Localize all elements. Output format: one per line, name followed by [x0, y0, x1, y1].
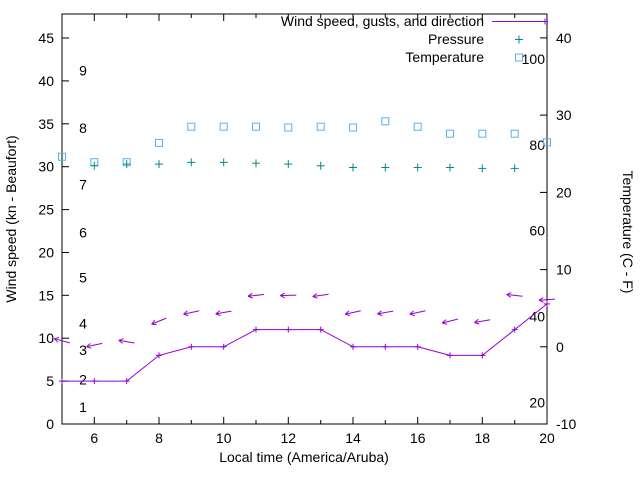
svg-text:30: 30 [38, 159, 54, 175]
svg-text:6: 6 [90, 430, 98, 446]
left-axis-title: Wind speed (kn - Beaufort) [3, 135, 19, 302]
svg-text:15: 15 [38, 287, 54, 303]
svg-text:16: 16 [410, 430, 426, 446]
svg-text:14: 14 [345, 430, 361, 446]
svg-text:20: 20 [556, 184, 572, 200]
svg-text:6: 6 [79, 225, 87, 241]
x-axis-title: Local time (America/Aruba) [219, 449, 389, 465]
svg-text:40: 40 [38, 73, 54, 89]
svg-text:45: 45 [38, 30, 54, 46]
svg-text:0: 0 [46, 416, 54, 432]
chart-plot-area: 6 8 10 12 14 16 18 20051015202530354045-1001020… [38, 13, 576, 446]
legend-label-temperature: Temperature [405, 49, 484, 65]
pressure-series [90, 158, 519, 173]
svg-text:2: 2 [79, 371, 87, 387]
right-axis-title: Temperature (C - F) [620, 171, 636, 294]
temperature-series [58, 117, 551, 167]
x-axis: 6 8 10 12 14 16 18 20 [61, 14, 555, 446]
svg-text:20: 20 [529, 394, 545, 410]
svg-text:100: 100 [522, 51, 546, 67]
svg-text:0: 0 [556, 339, 564, 355]
legend-samples [492, 18, 548, 62]
svg-text:10: 10 [38, 330, 54, 346]
wind-series [53, 292, 556, 385]
svg-text:60: 60 [529, 223, 545, 239]
svg-text:20: 20 [539, 430, 555, 446]
svg-text:4: 4 [79, 316, 87, 332]
svg-text:12: 12 [281, 430, 297, 446]
y-axis-right: -10 0 10 20 30 40 [540, 30, 576, 432]
beaufort-scale-labels: 1 2 3 4 5 6 7 8 9 [79, 63, 87, 415]
svg-text:10: 10 [216, 430, 232, 446]
svg-text:18: 18 [475, 430, 491, 446]
svg-text:1: 1 [79, 399, 87, 415]
svg-text:3: 3 [79, 342, 87, 358]
fahrenheit-scale-labels: 20 40 60 80 100 [522, 51, 546, 410]
svg-text:25: 25 [38, 202, 54, 218]
y-axis-left: 0 5 10 15 20 25 30 35 40 45 [38, 30, 69, 432]
svg-text:80: 80 [529, 137, 545, 153]
svg-text:10: 10 [556, 262, 572, 278]
legend-label-wind: Wind speed, gusts, and direction [281, 13, 484, 29]
legend-label-pressure: Pressure [428, 31, 484, 47]
svg-text:7: 7 [79, 177, 87, 193]
svg-text:40: 40 [556, 30, 572, 46]
svg-text:5: 5 [79, 269, 87, 285]
svg-text:5: 5 [46, 373, 54, 389]
svg-text:30: 30 [556, 107, 572, 123]
svg-text:-10: -10 [556, 416, 576, 432]
plot-border [61, 13, 548, 425]
svg-text:9: 9 [79, 63, 87, 79]
svg-text:20: 20 [38, 245, 54, 261]
svg-text:40: 40 [529, 309, 545, 325]
svg-text:8: 8 [79, 120, 87, 136]
svg-text:8: 8 [155, 430, 163, 446]
svg-text:35: 35 [38, 116, 54, 132]
